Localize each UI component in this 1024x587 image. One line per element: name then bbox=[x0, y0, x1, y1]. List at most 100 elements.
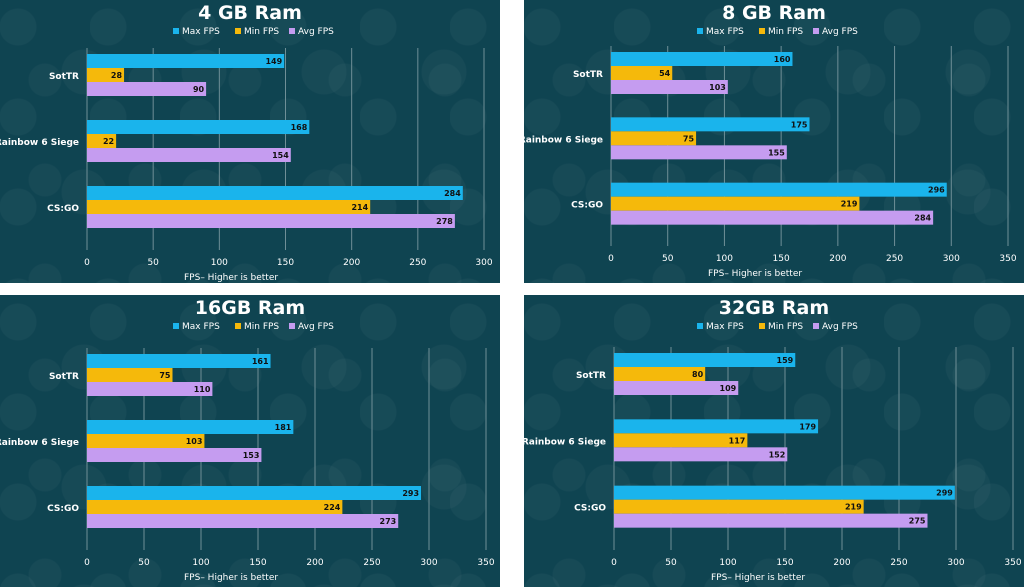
x-axis-label: FPS– Higher is better bbox=[184, 273, 278, 283]
bar-cs-go-max-fps bbox=[611, 182, 947, 197]
category-label-rainbow-6-siege: Rainbow 6 Siege bbox=[0, 138, 79, 148]
bar-sottr-max-fps bbox=[87, 354, 271, 368]
bar-sottr-avg-fps bbox=[614, 381, 739, 395]
x-tick-100: 100 bbox=[716, 254, 733, 264]
x-tick-50: 50 bbox=[665, 558, 677, 568]
x-tick-300: 300 bbox=[475, 258, 492, 268]
legend-label-max-fps: Max FPS bbox=[706, 322, 744, 332]
x-tick-100: 100 bbox=[211, 258, 228, 268]
data-label-cs-go-min-fps: 219 bbox=[845, 503, 862, 512]
data-label-sottr-max-fps: 161 bbox=[252, 357, 269, 366]
category-label-cs-go: CS:GO bbox=[47, 204, 79, 214]
data-label-sottr-max-fps: 159 bbox=[777, 356, 794, 365]
x-tick-200: 200 bbox=[833, 558, 850, 568]
x-tick-200: 200 bbox=[306, 558, 323, 568]
bar-rainbow-6-siege-avg-fps bbox=[611, 145, 787, 160]
data-label-cs-go-avg-fps: 278 bbox=[436, 217, 453, 226]
bar-sottr-max-fps bbox=[614, 353, 796, 367]
x-tick-0: 0 bbox=[608, 254, 614, 264]
data-label-sottr-max-fps: 149 bbox=[265, 57, 282, 66]
bar-sottr-avg-fps bbox=[87, 382, 213, 396]
x-tick-350: 350 bbox=[1004, 558, 1021, 568]
bar-sottr-min-fps bbox=[611, 66, 673, 80]
bar-cs-go-min-fps bbox=[611, 196, 860, 211]
data-label-cs-go-avg-fps: 273 bbox=[380, 517, 397, 526]
bar-cs-go-max-fps bbox=[614, 485, 955, 500]
legend-label-avg-fps: Avg FPS bbox=[822, 322, 858, 332]
data-label-rainbow-6-siege-min-fps: 103 bbox=[186, 437, 203, 446]
legend-swatch-avg-fps bbox=[813, 323, 819, 329]
bar-rainbow-6-siege-max-fps bbox=[87, 120, 310, 134]
chart-8gb: 8 GB Ram Max FPS Min FPS Avg FPS 0 50 100 150 20… bbox=[524, 2, 1017, 279]
data-label-sottr-avg-fps: 110 bbox=[194, 385, 211, 394]
bar-sottr-max-fps bbox=[611, 52, 793, 66]
bar-cs-go-avg-fps bbox=[611, 210, 934, 225]
bar-sottr-min-fps bbox=[614, 367, 706, 381]
bar-rainbow-6-siege-avg-fps bbox=[87, 448, 262, 462]
x-tick-150: 150 bbox=[249, 558, 266, 568]
category-label-cs-go: CS:GO bbox=[571, 201, 603, 211]
legend-label-avg-fps: Avg FPS bbox=[298, 322, 334, 332]
category-label-rainbow-6-siege: Rainbow 6 Siege bbox=[524, 437, 606, 447]
x-tick-200: 200 bbox=[829, 254, 846, 264]
chart-4gb: 4 GB Ram Max FPS Min FPS Avg FPS 0 50 100 150 20… bbox=[0, 2, 493, 283]
legend-swatch-min-fps bbox=[759, 323, 765, 329]
data-label-cs-go-avg-fps: 284 bbox=[914, 214, 931, 223]
data-label-rainbow-6-siege-avg-fps: 153 bbox=[243, 451, 260, 460]
data-label-rainbow-6-siege-avg-fps: 154 bbox=[272, 151, 289, 160]
bar-sottr-avg-fps bbox=[87, 82, 207, 96]
x-tick-300: 300 bbox=[947, 558, 964, 568]
data-label-cs-go-min-fps: 219 bbox=[841, 200, 858, 209]
data-label-rainbow-6-siege-min-fps: 22 bbox=[103, 137, 114, 146]
chart-16gb: 16GB Ram Max FPS Min FPS Avg FPS 0 50 100 150 20… bbox=[0, 297, 495, 583]
data-label-rainbow-6-siege-avg-fps: 155 bbox=[768, 148, 785, 157]
chart-panel-4gb: 4 GB Ram Max FPS Min FPS Avg FPS 0 50 100 150 20… bbox=[0, 0, 500, 283]
bar-rainbow-6-siege-avg-fps bbox=[87, 148, 291, 162]
legend-swatch-max-fps bbox=[173, 323, 179, 329]
x-tick-300: 300 bbox=[420, 558, 437, 568]
x-tick-300: 300 bbox=[943, 254, 960, 264]
bar-cs-go-avg-fps bbox=[87, 514, 399, 528]
data-label-sottr-avg-fps: 109 bbox=[720, 384, 737, 393]
data-label-sottr-avg-fps: 103 bbox=[709, 83, 726, 92]
bar-cs-go-min-fps bbox=[614, 499, 864, 514]
data-label-cs-go-max-fps: 284 bbox=[444, 189, 461, 198]
x-tick-0: 0 bbox=[84, 258, 90, 268]
bar-cs-go-min-fps bbox=[87, 200, 371, 214]
category-label-sottr: SotTR bbox=[49, 72, 79, 82]
data-label-rainbow-6-siege-max-fps: 181 bbox=[275, 423, 292, 432]
bar-sottr-min-fps bbox=[87, 368, 173, 382]
category-label-sottr: SotTR bbox=[573, 70, 603, 80]
x-tick-50: 50 bbox=[662, 254, 674, 264]
chart-panel-32gb: 32GB Ram Max FPS Min FPS Avg FPS 0 50 100 150 20… bbox=[524, 295, 1024, 587]
category-label-rainbow-6-siege: Rainbow 6 Siege bbox=[524, 135, 603, 145]
data-label-sottr-min-fps: 75 bbox=[159, 371, 171, 380]
x-axis-label: FPS– Higher is better bbox=[708, 269, 802, 279]
x-tick-150: 150 bbox=[776, 558, 793, 568]
legend-swatch-max-fps bbox=[697, 28, 703, 34]
x-tick-350: 350 bbox=[999, 254, 1016, 264]
bar-rainbow-6-siege-min-fps bbox=[87, 134, 117, 148]
bar-sottr-min-fps bbox=[87, 68, 125, 82]
bar-rainbow-6-siege-min-fps bbox=[611, 131, 697, 146]
x-tick-100: 100 bbox=[192, 558, 209, 568]
legend-label-min-fps: Min FPS bbox=[768, 322, 803, 332]
legend-swatch-max-fps bbox=[697, 323, 703, 329]
legend-label-min-fps: Min FPS bbox=[244, 27, 279, 37]
legend-swatch-min-fps bbox=[235, 323, 241, 329]
legend-label-avg-fps: Avg FPS bbox=[298, 27, 334, 37]
data-label-sottr-max-fps: 160 bbox=[774, 55, 791, 64]
bar-cs-go-max-fps bbox=[87, 486, 422, 500]
data-label-sottr-min-fps: 80 bbox=[692, 370, 704, 379]
legend-label-max-fps: Max FPS bbox=[182, 322, 220, 332]
legend-label-max-fps: Max FPS bbox=[706, 27, 744, 37]
bar-cs-go-min-fps bbox=[87, 500, 343, 514]
data-label-rainbow-6-siege-min-fps: 75 bbox=[683, 134, 695, 143]
category-label-cs-go: CS:GO bbox=[574, 504, 606, 514]
data-label-cs-go-min-fps: 214 bbox=[351, 203, 368, 212]
data-label-rainbow-6-siege-avg-fps: 152 bbox=[769, 450, 786, 459]
chart-title-32gb-ram: 32GB Ram bbox=[719, 297, 829, 319]
chart-title-4-gb-ram: 4 GB Ram bbox=[198, 2, 302, 24]
bar-cs-go-avg-fps bbox=[614, 513, 928, 528]
